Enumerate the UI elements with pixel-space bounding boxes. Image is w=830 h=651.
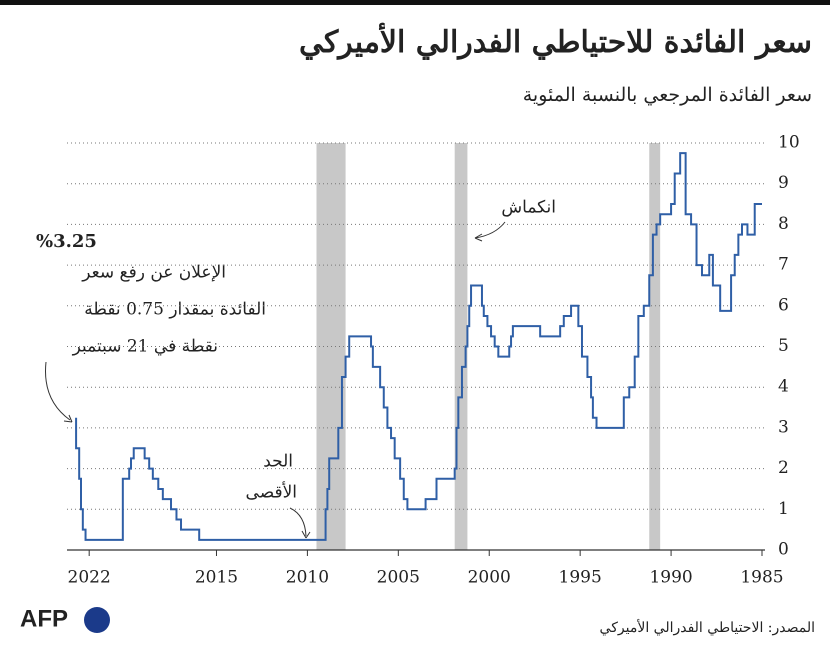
recession-band [454,143,468,550]
x-tick-label: 2005 [377,568,420,588]
plot: 0 1 2 3 4 5 6 7 8 9 10 1985 1990 1995 2000 2005 2010 2015… [67,133,800,588]
annotation: الأقصى [246,482,297,503]
y-tick-label: 8 [778,214,789,234]
annotation: الفائدة بمقدار 0.75 نقطة [84,300,266,320]
arrow [289,507,307,537]
x-tick-label: 1990 [649,568,692,588]
source: المصدر: الاحتياطي الفدرالي الأميركي [600,618,815,636]
x-tick-label: 2022 [68,568,111,588]
x-tick-label: 2010 [286,568,329,588]
y-tick-label: 9 [778,173,789,193]
x-tick-label: 2000 [468,568,511,588]
annotation: انكماش [501,198,556,218]
annotation: الإعلان عن رفع سعر [81,263,226,283]
x-tick-label: 1985 [740,568,783,588]
annotation: %3.25 [36,231,97,252]
rate-line [75,152,762,541]
recession-band [649,143,661,550]
arrow [45,361,71,421]
y-tick-label: 0 [778,540,789,560]
y-tick-label: 4 [778,377,789,397]
chart-subtitle: سعر الفائدة المرجعي بالنسبة المئوية [523,84,812,106]
annotation: الحد [263,452,293,472]
y-tick-label: 6 [778,295,789,315]
y-tick-label: 3 [778,417,789,437]
y-tick-label: 10 [778,133,800,153]
x-tick-label: 1995 [559,568,602,588]
chart-title: سعر الفائدة للاحتياطي الفدرالي الأميركي [299,23,812,60]
y-tick-label: 1 [778,499,789,519]
y-tick-label: 2 [778,458,789,478]
y-tick-label: 5 [778,336,789,356]
y-tick-label: 7 [778,255,789,275]
arrow-head [63,414,73,423]
logo: AFP [20,605,68,632]
annotation: نقطة في 21 سبتمبر [72,337,218,357]
top-bar [0,0,830,5]
logo-dot [84,607,110,633]
arrow-head [474,233,483,242]
x-tick-label: 2015 [195,568,238,588]
arrow-head [301,530,311,539]
